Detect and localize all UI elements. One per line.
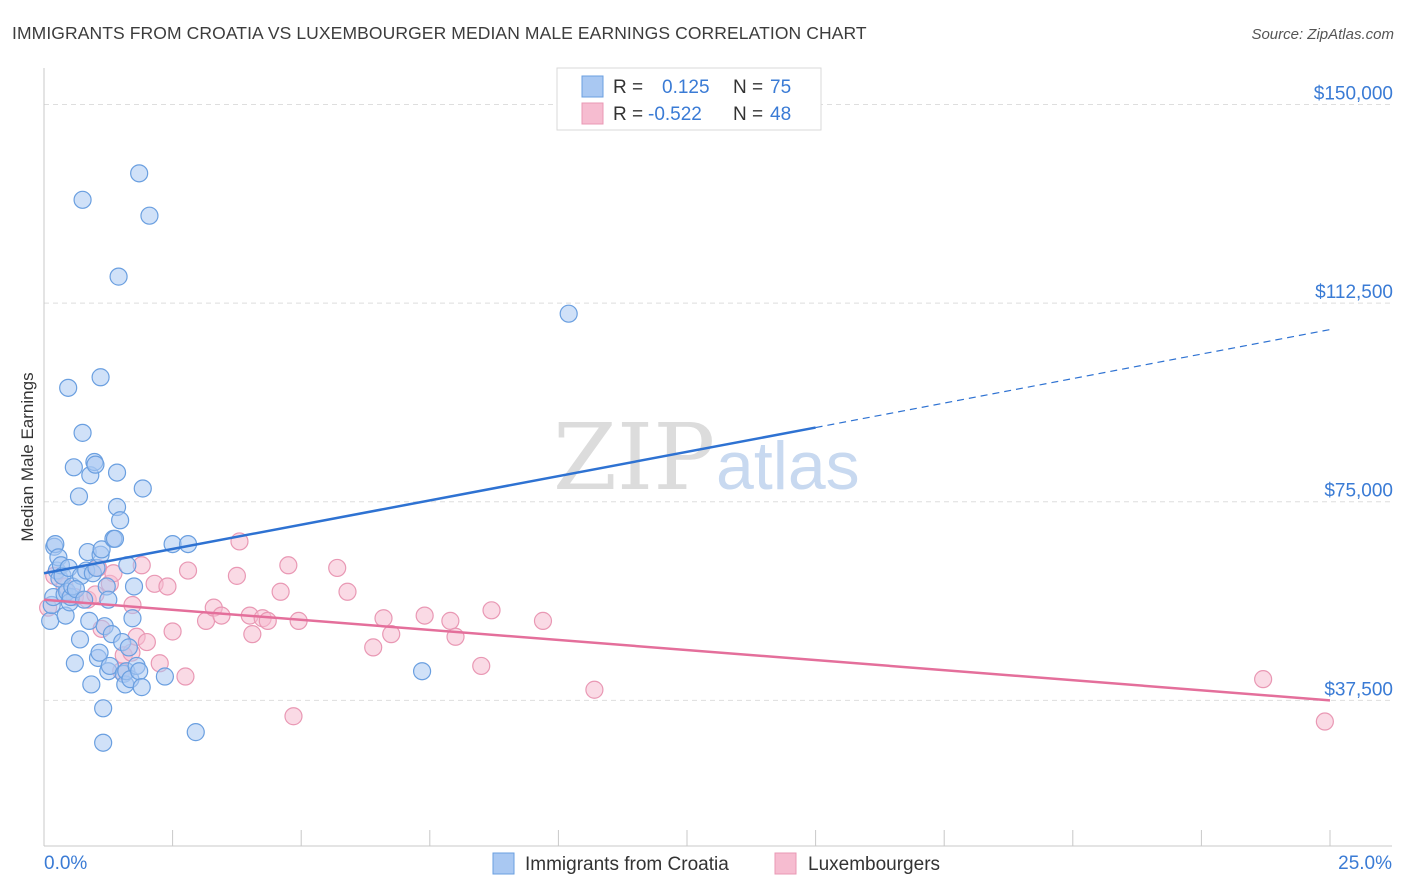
luxembourger-point-36: [328, 558, 347, 578]
series-legend: Immigrants from Croatia Luxembourgers: [492, 852, 940, 875]
chart-title: IMMIGRANTS FROM CROATIA VS LUXEMBOURGER …: [12, 23, 867, 43]
chart-source: Source: ZipAtlas.com: [1251, 26, 1394, 43]
luxembourger-point-45: [482, 601, 501, 620]
luxembourger-point-20: [163, 622, 182, 641]
croatia-point-40: [91, 368, 110, 387]
croatia-point-37: [90, 643, 109, 662]
legend-swatch-pink: [581, 102, 604, 125]
croatia-point-34: [86, 455, 105, 474]
croatia-point-20: [69, 487, 89, 506]
legend-r-value-pink: -0.522: [648, 104, 702, 125]
trend-line-luxembourgers: [43, 598, 1331, 702]
y-tick-labels: $37,500 $75,000 $112,500 $150,000: [1314, 83, 1393, 700]
watermark-atlas: atlas: [716, 428, 860, 504]
croatia-point-39: [92, 540, 111, 559]
watermark: ZIP atlas: [553, 404, 860, 511]
croatia-point-28: [80, 611, 99, 630]
croatia-point-67: [132, 678, 151, 697]
croatia-point-41: [94, 733, 113, 752]
luxembourger-point-37: [338, 582, 357, 601]
croatia-point-19: [59, 378, 78, 397]
legend-n-value-blue: 75: [770, 77, 791, 98]
y-tick-label-0: $37,500: [1324, 679, 1393, 700]
croatia-point-70: [155, 667, 174, 686]
croatia-point-0: [41, 611, 60, 630]
trend-line-croatia-extension: [815, 328, 1331, 429]
croatia-point-75: [559, 304, 578, 323]
legend-r-value-blue: 0.125: [662, 77, 710, 98]
croatia-point-53: [109, 267, 128, 286]
croatia-point-24: [73, 423, 92, 442]
luxembourger-point-19: [158, 577, 177, 596]
luxembourger-point-38: [364, 638, 383, 657]
stats-legend: R = 0.125 N = 75 R = -0.522 N = 48: [556, 67, 822, 131]
croatia-point-52: [107, 463, 127, 482]
series-legend-swatch-luxembourgers: [774, 852, 797, 875]
y-tick-label-3: $150,000: [1314, 83, 1393, 104]
croatia-point-21: [70, 630, 90, 649]
croatia-point-32: [82, 675, 101, 694]
croatia-point-66: [130, 164, 149, 183]
croatia-point-17: [64, 458, 83, 477]
luxembourger-point-26: [227, 566, 246, 585]
x-axis-ticks: [43, 830, 1331, 846]
croatia-point-68: [133, 479, 152, 498]
croatia-point-18: [65, 654, 84, 673]
x-tick-label-left: 0.0%: [44, 853, 87, 874]
croatia-point-62: [123, 609, 142, 628]
croatia-point-63: [124, 577, 144, 596]
series-legend-swatch-croatia: [492, 852, 515, 875]
luxembourger-point-29: [243, 625, 262, 644]
trend-line-croatia: [43, 426, 816, 575]
luxembourger-point-47: [585, 680, 604, 699]
luxembourger-point-46: [533, 611, 553, 630]
trend-lines: [43, 328, 1331, 702]
luxembourger-point-32: [271, 582, 290, 601]
legend-n-value-pink: 48: [770, 104, 791, 125]
luxembourger-point-21: [176, 667, 195, 686]
croatia-point-47: [100, 656, 119, 676]
luxembourger-point-34: [284, 707, 303, 726]
croatia-point-69: [140, 206, 159, 225]
luxembourger-point-48: [1254, 670, 1273, 689]
croatia-point-30: [73, 190, 92, 209]
luxembourger-point-41: [415, 606, 434, 625]
series-croatia-points: [41, 164, 578, 752]
y-tick-label-1: $75,000: [1324, 481, 1393, 502]
croatia-point-50: [105, 529, 125, 548]
luxembourger-point-39: [374, 609, 393, 628]
legend-swatch-blue: [581, 75, 604, 98]
croatia-point-73: [186, 723, 205, 742]
luxembourger-point-22: [178, 561, 198, 580]
luxembourger-point-49: [1315, 712, 1334, 731]
legend-r-label-pink: R =: [613, 104, 643, 125]
croatia-point-74: [412, 662, 432, 681]
luxembourger-point-16: [137, 632, 156, 652]
croatia-point-60: [119, 638, 138, 657]
series-legend-label-croatia: Immigrants from Croatia: [525, 854, 729, 875]
luxembourger-point-33: [279, 556, 298, 575]
legend-n-label-pink: N =: [733, 104, 763, 125]
croatia-point-42: [94, 699, 113, 718]
y-tick-label-2: $112,500: [1315, 282, 1393, 303]
series-legend-label-luxembourgers: Luxembourgers: [808, 854, 940, 875]
y-axis-label: Median Male Earnings: [18, 372, 37, 541]
watermark-zip: ZIP: [553, 404, 715, 511]
croatia-point-65: [130, 662, 149, 681]
croatia-point-54: [111, 511, 130, 530]
luxembourger-point-44: [472, 656, 491, 676]
legend-n-label-blue: N =: [733, 77, 763, 98]
luxembourger-point-42: [441, 611, 460, 630]
x-tick-label-right: 25.0%: [1338, 853, 1392, 874]
luxembourger-point-25: [212, 606, 231, 625]
croatia-point-25: [75, 590, 94, 609]
legend-r-label-blue: R =: [613, 77, 643, 98]
luxembourger-point-31: [258, 611, 277, 630]
